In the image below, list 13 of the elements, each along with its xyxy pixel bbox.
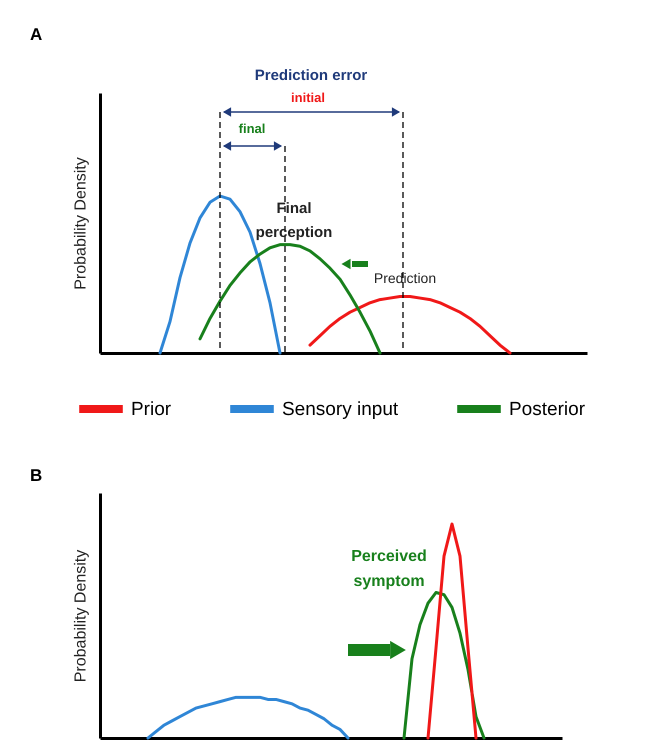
text: Prediction error [254, 67, 368, 84]
chart-title: B [30, 466, 42, 485]
text: final [238, 121, 266, 136]
legend-label: Prior [131, 399, 172, 420]
y-axis-title: Probability Density [72, 157, 90, 290]
annotation: Perceived symptom [351, 548, 427, 590]
legend-label: Posterior [509, 399, 586, 420]
y-axis-title: Probability Density [72, 550, 90, 682]
annotation: Prediction [374, 270, 436, 286]
annotation: Final perception [256, 200, 332, 241]
chart-title: A [30, 25, 42, 44]
legend-label: Sensory input [282, 399, 399, 420]
text: initial [291, 90, 325, 105]
